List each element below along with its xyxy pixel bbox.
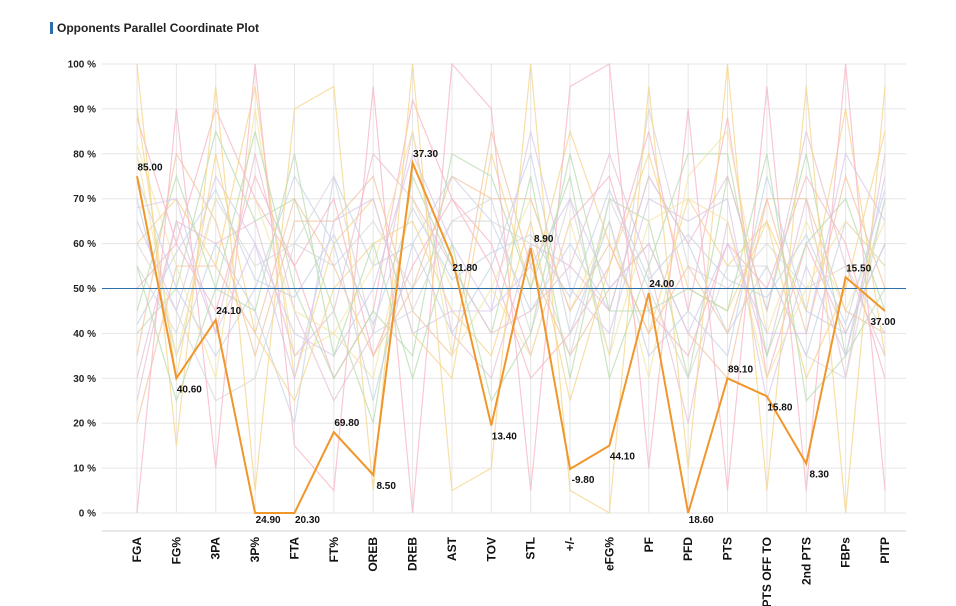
value-label: 20.30	[295, 515, 320, 526]
x-axis-categories: FGA FG% 3PA 3P% FTA FT% OREB DREB AST TOV STL +/- eF…	[130, 536, 892, 606]
value-label: 21.80	[452, 263, 477, 274]
value-label: 89.10	[728, 364, 753, 375]
x-category-label: PFD	[681, 537, 695, 561]
y-axis-ticks: 0 % 10 % 20 % 30 % 40 % 50 % 60 % 70 % 80 % 90 % 1…	[68, 60, 96, 520]
value-label: 15.50	[846, 263, 871, 274]
y-tick-label: 70 %	[73, 194, 96, 205]
x-category-label: FTA	[287, 537, 301, 560]
x-category-label: STL	[524, 537, 538, 560]
value-label: 18.60	[689, 515, 714, 526]
y-tick-label: 80 %	[73, 149, 96, 160]
x-category-label: 3PA	[209, 537, 223, 560]
y-tick-label: 90 %	[73, 104, 96, 115]
value-label: 37.30	[413, 149, 438, 160]
x-category-label: PTS	[721, 537, 735, 560]
value-label: 13.40	[492, 431, 517, 442]
value-label: 37.00	[870, 317, 895, 328]
x-category-label: eFG%	[602, 537, 616, 571]
y-tick-label: 40 %	[73, 329, 96, 340]
x-category-label: PF	[642, 537, 656, 552]
x-category-label: 3P%	[248, 537, 262, 563]
value-label: 8.30	[810, 470, 830, 481]
value-label: 24.10	[216, 306, 241, 317]
x-category-label: FG%	[169, 537, 183, 565]
parallel-coordinate-chart: 85.00 40.60 24.10 24.90 20.30 69.80 8.50 37.30 2…	[0, 0, 956, 606]
x-category-label: +/-	[563, 537, 577, 551]
x-category-label: FT%	[327, 537, 341, 563]
value-label: 44.10	[610, 452, 635, 463]
value-label: 40.60	[177, 384, 202, 395]
value-label: 8.90	[534, 234, 554, 245]
x-category-label: AST	[445, 536, 459, 561]
y-tick-label: 0 %	[79, 509, 96, 520]
x-category-label: PITP	[878, 537, 892, 564]
x-category-label: DREB	[406, 537, 420, 571]
y-tick-label: 10 %	[73, 464, 96, 475]
y-tick-label: 100 %	[68, 60, 96, 71]
x-category-label: TOV	[484, 537, 498, 561]
x-category-label: 2nd PTS	[799, 537, 813, 585]
x-category-label: OREB	[366, 537, 380, 572]
value-label: 24.00	[649, 279, 674, 290]
value-label: -9.80	[572, 475, 595, 486]
y-tick-label: 60 %	[73, 239, 96, 250]
y-tick-label: 20 %	[73, 419, 96, 430]
value-label: 85.00	[137, 162, 162, 173]
x-category-label: PTS OFF TO	[760, 537, 774, 606]
y-tick-label: 50 %	[73, 284, 96, 295]
value-label: 15.80	[767, 402, 792, 413]
x-category-label: FBPs	[839, 537, 853, 568]
value-label: 8.50	[376, 481, 396, 492]
x-category-label: FGA	[130, 537, 144, 563]
value-label: 24.90	[256, 515, 281, 526]
value-label: 69.80	[334, 418, 359, 429]
y-tick-label: 30 %	[73, 374, 96, 385]
